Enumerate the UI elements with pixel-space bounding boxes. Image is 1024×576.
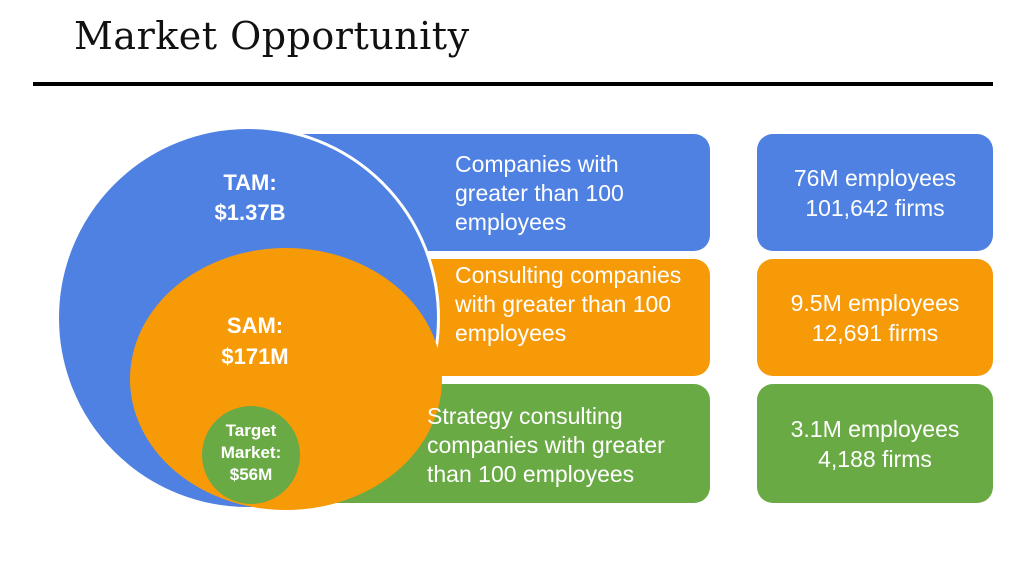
sam-label: SAM: $171M bbox=[195, 310, 315, 372]
tam-firms: 101,642 firms bbox=[805, 194, 945, 221]
tam-stats-box: 76M employees 101,642 firms bbox=[757, 134, 993, 251]
target-employees: 3.1M employees bbox=[790, 415, 960, 442]
sam-firms: 12,691 firms bbox=[811, 319, 939, 346]
target-firms: 4,188 firms bbox=[818, 445, 932, 472]
slide-title: Market Opportunity bbox=[74, 14, 470, 58]
sam-description: Consulting companies with greater than 1… bbox=[455, 262, 682, 346]
target-label: Target Market: $56M bbox=[202, 420, 300, 486]
sam-stats-box: 9.5M employees 12,691 firms bbox=[757, 259, 993, 376]
target-label-line2: Market: bbox=[220, 443, 282, 462]
target-label-line1: Target bbox=[225, 421, 277, 440]
sam-label-name: SAM: bbox=[226, 313, 284, 338]
sam-employees: 9.5M employees bbox=[790, 289, 960, 316]
sam-label-value: $171M bbox=[221, 344, 289, 369]
tam-description: Companies with greater than 100 employee… bbox=[455, 151, 624, 235]
tam-label-name: TAM: bbox=[223, 170, 277, 195]
tam-employees: 76M employees bbox=[793, 164, 957, 191]
target-description: Strategy consulting companies with great… bbox=[427, 403, 665, 487]
tam-label-value: $1.37B bbox=[214, 200, 286, 225]
target-label-value: $56M bbox=[229, 465, 273, 484]
tam-label: TAM: $1.37B bbox=[190, 168, 310, 228]
title-divider bbox=[33, 82, 993, 86]
target-stats-box: 3.1M employees 4,188 firms bbox=[757, 384, 993, 503]
target-circle bbox=[202, 406, 300, 504]
